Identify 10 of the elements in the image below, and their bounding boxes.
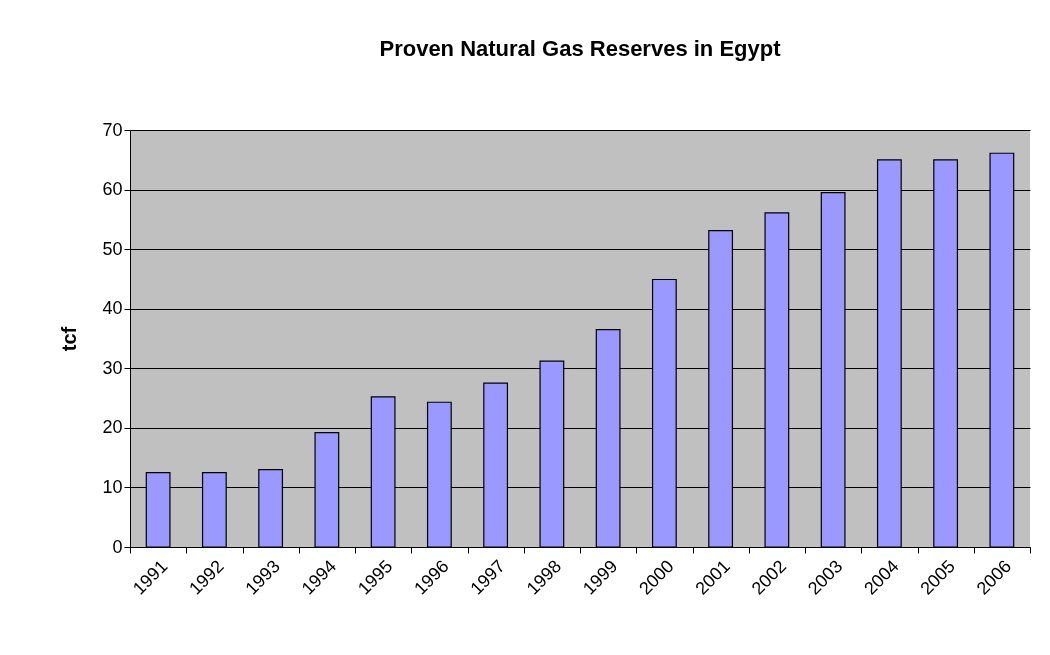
y-tick-label: 70 bbox=[102, 119, 123, 140]
y-tick-label: 20 bbox=[102, 417, 123, 438]
y-axis-title: tcf bbox=[58, 326, 81, 352]
y-tick-label: 10 bbox=[102, 476, 123, 497]
y-tick-label: 50 bbox=[102, 238, 123, 259]
chart-title: Proven Natural Gas Reserves in Egypt bbox=[379, 36, 782, 61]
y-tick-label: 60 bbox=[102, 179, 123, 200]
y-tick-label: 30 bbox=[102, 357, 123, 378]
y-tick-label: 0 bbox=[112, 536, 123, 557]
y-tick-label: 40 bbox=[102, 298, 123, 319]
